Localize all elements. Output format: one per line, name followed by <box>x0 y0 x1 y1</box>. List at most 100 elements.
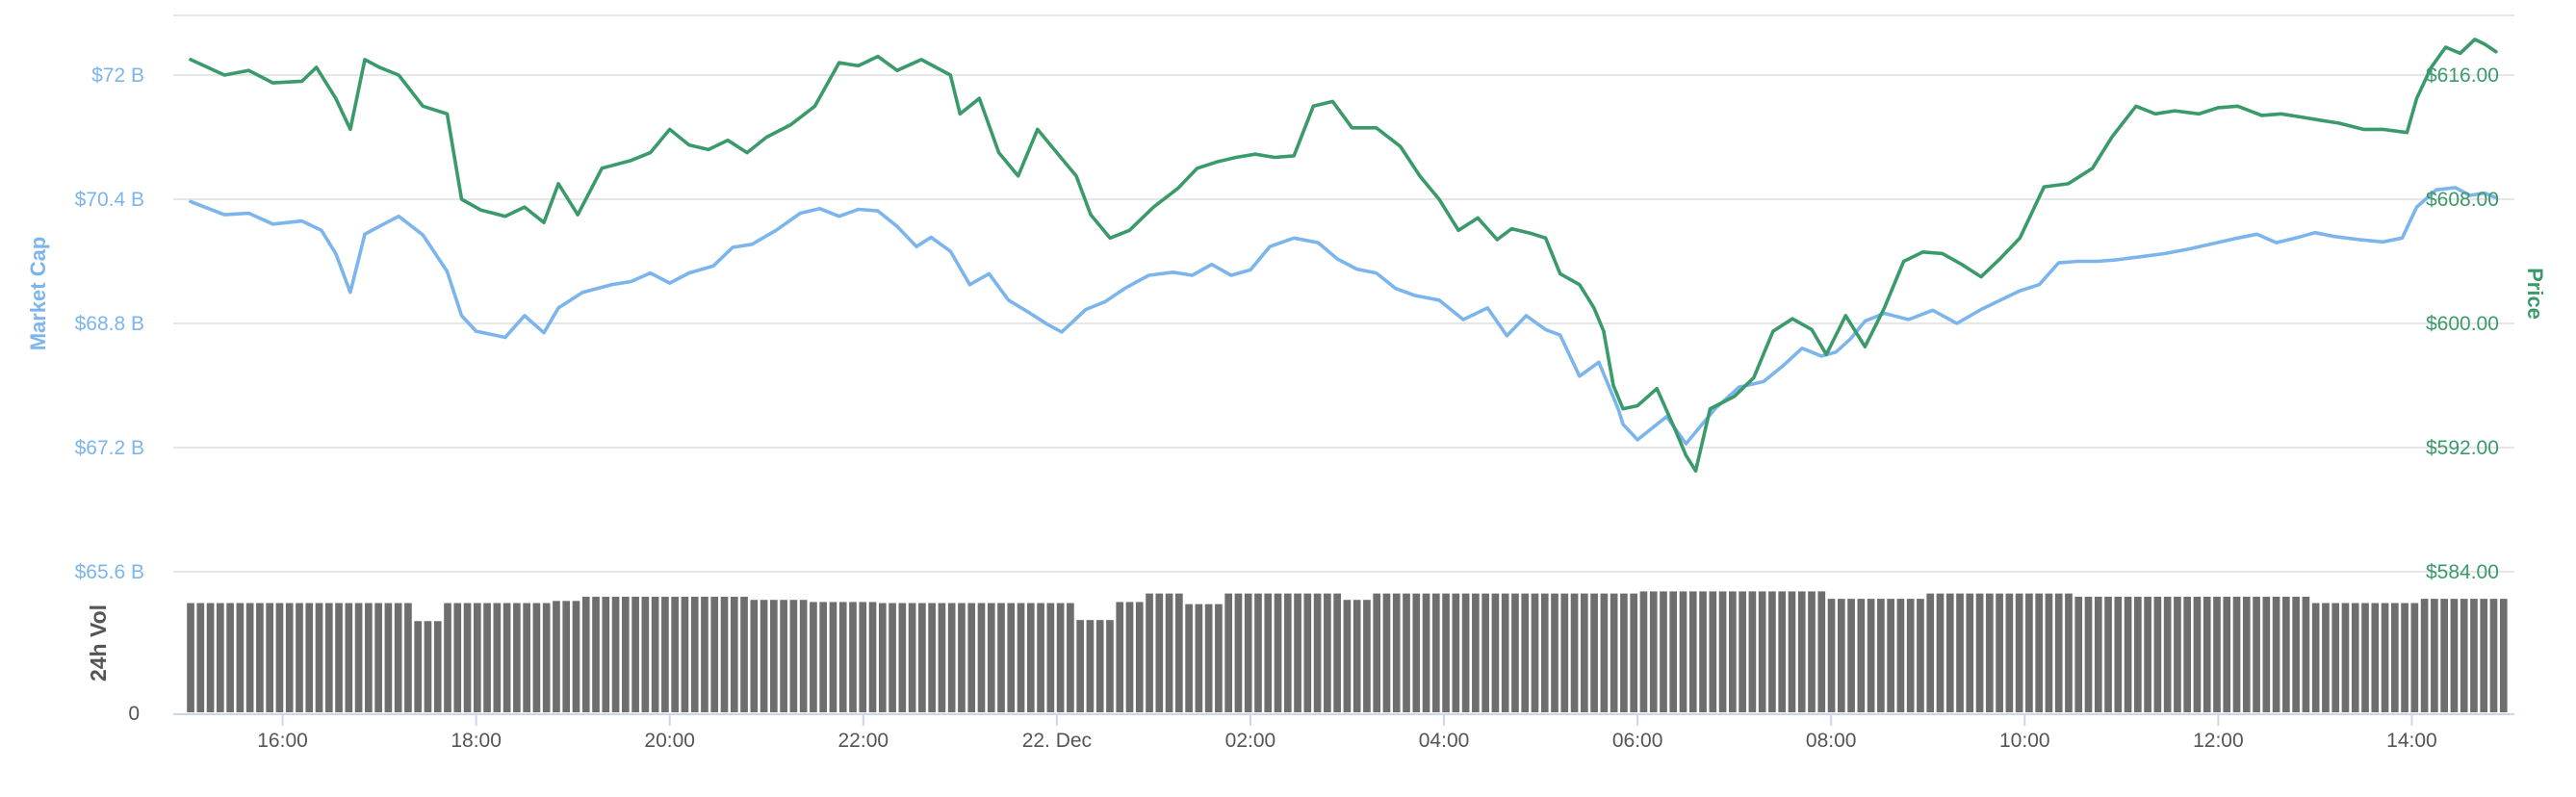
volume-bar <box>2232 596 2241 712</box>
volume-bar <box>1333 593 1341 712</box>
x-axis-tick-label: 20:00 <box>644 730 695 752</box>
x-axis-tick-label: 08:00 <box>1806 730 1857 752</box>
volume-bar <box>1392 593 1401 712</box>
volume-bar <box>789 600 798 712</box>
volume-bar <box>217 603 224 712</box>
volume-bar <box>2450 599 2459 712</box>
volume-bar <box>2084 596 2093 712</box>
volume-bar <box>1739 591 1746 712</box>
volume-bar <box>2094 596 2102 712</box>
volume-bar <box>1274 593 1282 712</box>
volume-bar <box>2065 593 2073 712</box>
volume-bar <box>1966 593 1974 712</box>
volume-bar <box>1521 593 1530 712</box>
volume-bar <box>1649 591 1658 712</box>
volume-bar <box>1373 593 1381 712</box>
volume-bar <box>1748 591 1757 712</box>
volume-bar <box>1688 591 1697 712</box>
volume-bar <box>483 603 491 712</box>
right-axis-tick-label: $592.00 <box>2426 437 2499 459</box>
volume-bar <box>730 596 738 712</box>
volume-bar <box>1709 591 1717 712</box>
volume-bar <box>2153 596 2162 712</box>
right-axis-title: Price <box>2523 268 2547 320</box>
volume-bar <box>572 601 580 712</box>
volume-bar <box>967 603 976 712</box>
volume-bar <box>1936 593 1945 712</box>
volume-bar <box>2272 596 2280 712</box>
volume-bar <box>928 603 936 712</box>
left-axis-tick-label: $72 B <box>91 64 144 87</box>
volume-bar <box>324 603 333 712</box>
volume-bar <box>206 603 215 712</box>
volume-bar <box>1076 620 1084 712</box>
volume-bar <box>1877 599 1885 712</box>
volume-bar <box>1204 604 1213 712</box>
volume-bar <box>2489 599 2498 712</box>
volume-bar <box>819 602 828 712</box>
x-axis-tick-label: 10:00 <box>1999 730 2050 752</box>
volume-bar <box>365 603 373 712</box>
volume-bar <box>2074 596 2083 712</box>
volume-bar <box>2440 599 2448 712</box>
volume-bar <box>1768 591 1776 712</box>
volume-bar <box>335 603 343 712</box>
volume-bar <box>1669 591 1678 712</box>
volume-bar <box>611 596 620 712</box>
volume-bar <box>838 602 847 712</box>
left-axis-tick-label: $68.8 B <box>75 313 144 335</box>
volume-bar <box>1660 591 1667 712</box>
volume-bar <box>305 603 314 712</box>
x-axis-tick-label: 12:00 <box>2193 730 2244 752</box>
volume-bar <box>1917 599 1924 712</box>
volume-bar <box>394 603 402 712</box>
volume-bar <box>641 596 650 712</box>
volume-bar <box>1887 599 1894 712</box>
volume-bar <box>2341 603 2350 712</box>
volume-bar <box>1294 593 1301 712</box>
volume-bar <box>433 621 442 712</box>
volume-bar <box>2193 596 2202 712</box>
right-axis-tick-label: $608.00 <box>2426 189 2499 211</box>
volume-bar <box>1827 599 1836 712</box>
volume-bar <box>2420 599 2429 712</box>
volume-bar <box>2401 603 2409 712</box>
volume-bar <box>1106 620 1114 712</box>
volume-bar <box>701 596 708 712</box>
volume-bar <box>2371 603 2380 712</box>
volume-bar <box>1956 593 1964 712</box>
volume-bar <box>1254 593 1262 712</box>
volume-bar <box>681 596 689 712</box>
volume-bar <box>226 603 234 712</box>
volume-bar <box>1234 593 1243 712</box>
volume-bar <box>1461 593 1470 712</box>
volume-bar <box>187 603 194 712</box>
volume-bar <box>690 596 699 712</box>
volume-bar <box>1906 599 1915 712</box>
volume-bar <box>2015 593 2023 712</box>
volume-bar <box>1324 593 1331 712</box>
volume-bar <box>1382 593 1391 712</box>
volume-bar <box>621 596 630 712</box>
volume-bar <box>2431 599 2438 712</box>
volume-bar <box>938 603 946 712</box>
volume-bar <box>661 596 669 712</box>
volume-bar <box>453 603 462 712</box>
volume-bar <box>2470 599 2478 712</box>
volume-bar <box>2104 596 2112 712</box>
volume-bar <box>602 596 610 712</box>
volume-bar <box>1729 591 1737 712</box>
volume-bar <box>1195 604 1203 712</box>
volume-bar <box>444 603 451 712</box>
volume-bar <box>1185 604 1193 712</box>
x-axis-tick-label: 14:00 <box>2386 730 2437 752</box>
volume-bar <box>1244 593 1252 712</box>
volume-bar <box>1403 593 1410 712</box>
volume-bar <box>1026 603 1035 712</box>
left-axis-tick-label: $67.2 B <box>75 437 144 459</box>
volume-bar <box>1511 593 1519 712</box>
volume-bar <box>1224 593 1233 712</box>
volume-bar <box>2163 596 2172 712</box>
volume-bar <box>404 603 412 712</box>
volume-bar <box>997 603 1005 712</box>
